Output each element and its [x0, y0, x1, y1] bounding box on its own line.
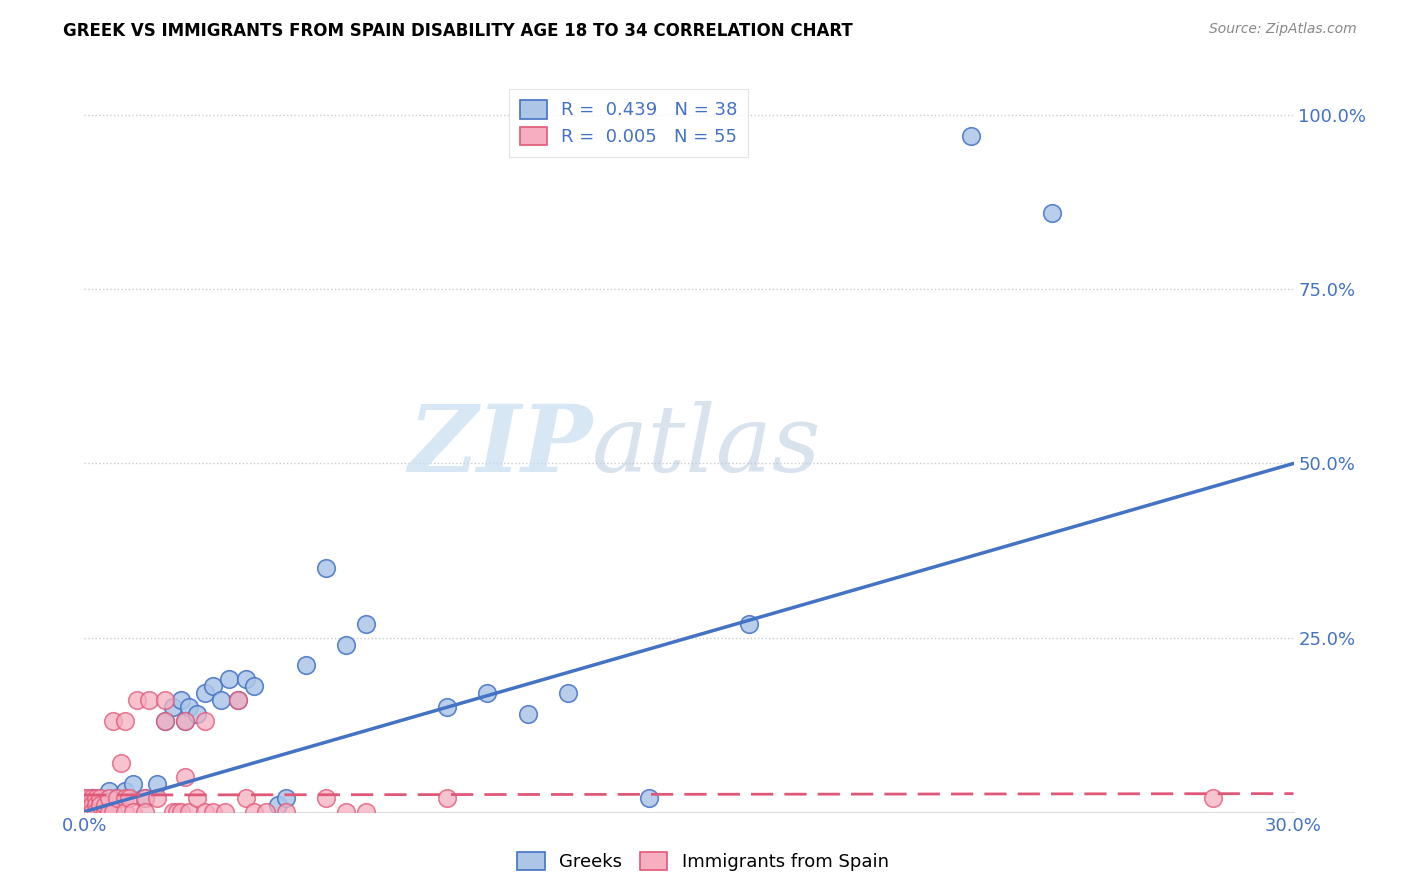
- Point: [209, 693, 232, 707]
- Point: [134, 790, 156, 805]
- Point: [146, 777, 169, 791]
- Point: [93, 797, 115, 812]
- Point: [436, 700, 458, 714]
- Point: [179, 700, 201, 714]
- Point: [202, 805, 225, 819]
- Point: [477, 686, 499, 700]
- Point: [242, 679, 264, 693]
- Point: [194, 714, 217, 728]
- Point: [194, 805, 217, 819]
- Text: atlas: atlas: [592, 401, 821, 491]
- Point: [138, 693, 160, 707]
- Point: [82, 805, 104, 819]
- Point: [315, 561, 337, 575]
- Point: [960, 128, 983, 143]
- Point: [557, 686, 579, 700]
- Point: [274, 805, 297, 819]
- Point: [82, 790, 104, 805]
- Point: [162, 700, 184, 714]
- Text: Source: ZipAtlas.com: Source: ZipAtlas.com: [1209, 22, 1357, 37]
- Point: [194, 686, 217, 700]
- Point: [153, 714, 176, 728]
- Point: [242, 805, 264, 819]
- Point: [73, 797, 96, 812]
- Point: [121, 805, 143, 819]
- Point: [335, 805, 357, 819]
- Point: [166, 805, 188, 819]
- Point: [73, 790, 96, 805]
- Point: [214, 805, 236, 819]
- Point: [118, 790, 141, 805]
- Point: [335, 638, 357, 652]
- Point: [86, 797, 108, 812]
- Point: [93, 805, 115, 819]
- Point: [77, 790, 100, 805]
- Point: [77, 805, 100, 819]
- Point: [153, 693, 176, 707]
- Point: [89, 790, 111, 805]
- Point: [86, 797, 108, 812]
- Point: [174, 714, 197, 728]
- Point: [134, 790, 156, 805]
- Point: [1040, 205, 1063, 219]
- Legend: Greeks, Immigrants from Spain: Greeks, Immigrants from Spain: [510, 845, 896, 879]
- Point: [174, 770, 197, 784]
- Point: [121, 777, 143, 791]
- Point: [97, 790, 120, 805]
- Point: [89, 790, 111, 805]
- Point: [101, 805, 124, 819]
- Point: [162, 805, 184, 819]
- Point: [86, 790, 108, 805]
- Point: [226, 693, 249, 707]
- Point: [202, 679, 225, 693]
- Point: [235, 673, 257, 687]
- Point: [89, 797, 111, 812]
- Point: [218, 673, 240, 687]
- Point: [295, 658, 318, 673]
- Point: [146, 790, 169, 805]
- Point: [73, 805, 96, 819]
- Point: [1202, 790, 1225, 805]
- Point: [105, 790, 128, 805]
- Point: [97, 784, 120, 798]
- Point: [186, 790, 208, 805]
- Text: ZIP: ZIP: [408, 401, 592, 491]
- Point: [101, 714, 124, 728]
- Point: [436, 790, 458, 805]
- Point: [77, 797, 100, 812]
- Point: [125, 693, 148, 707]
- Point: [186, 707, 208, 722]
- Point: [105, 790, 128, 805]
- Point: [637, 790, 659, 805]
- Point: [254, 805, 277, 819]
- Point: [356, 805, 378, 819]
- Point: [738, 616, 761, 631]
- Point: [315, 790, 337, 805]
- Point: [170, 805, 193, 819]
- Point: [93, 797, 115, 812]
- Point: [174, 714, 197, 728]
- Point: [77, 797, 100, 812]
- Point: [170, 693, 193, 707]
- Point: [356, 616, 378, 631]
- Point: [114, 790, 136, 805]
- Point: [82, 797, 104, 812]
- Point: [226, 693, 249, 707]
- Point: [114, 714, 136, 728]
- Legend: R =  0.439   N = 38, R =  0.005   N = 55: R = 0.439 N = 38, R = 0.005 N = 55: [509, 89, 748, 157]
- Point: [235, 790, 257, 805]
- Point: [97, 805, 120, 819]
- Point: [114, 784, 136, 798]
- Text: GREEK VS IMMIGRANTS FROM SPAIN DISABILITY AGE 18 TO 34 CORRELATION CHART: GREEK VS IMMIGRANTS FROM SPAIN DISABILIT…: [63, 22, 853, 40]
- Point: [134, 805, 156, 819]
- Point: [86, 805, 108, 819]
- Point: [274, 790, 297, 805]
- Point: [516, 707, 538, 722]
- Point: [267, 797, 290, 812]
- Point: [82, 790, 104, 805]
- Point: [114, 805, 136, 819]
- Point: [153, 714, 176, 728]
- Point: [110, 756, 132, 770]
- Point: [179, 805, 201, 819]
